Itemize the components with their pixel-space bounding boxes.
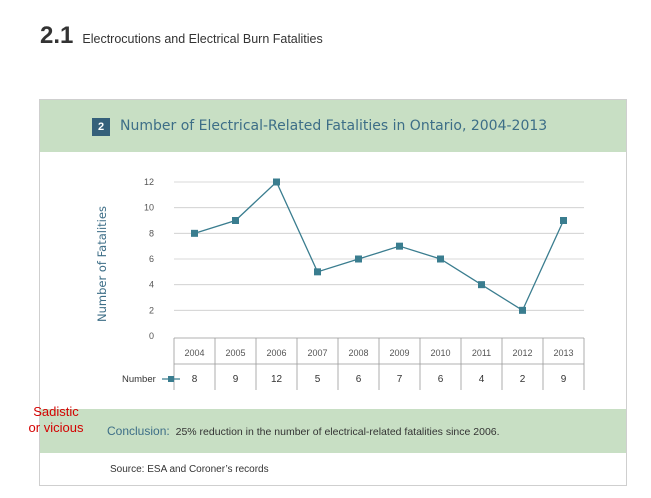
- x-category-label: 2013: [553, 348, 573, 358]
- y-axis-label: Number of Fatalities: [95, 206, 109, 322]
- data-point: [396, 242, 403, 250]
- x-category-label: 2004: [184, 348, 204, 358]
- y-tick-label: 0: [149, 331, 154, 341]
- table-value-label: 5: [315, 374, 321, 385]
- table-value-label: 8: [192, 374, 198, 385]
- data-point: [355, 255, 362, 263]
- figure-box: 2 Number of Electrical-Related Fatalitie…: [39, 99, 627, 486]
- y-tick-label: 4: [149, 280, 154, 290]
- x-category-label: 2012: [512, 348, 532, 358]
- data-point: [560, 217, 567, 224]
- conclusion-label: Conclusion:: [107, 424, 170, 438]
- annotation-line-2: or vicious: [28, 420, 84, 435]
- annotation-label: Sadistic or vicious: [16, 404, 96, 436]
- y-tick-label: 10: [144, 203, 154, 213]
- x-category-label: 2010: [430, 348, 450, 358]
- data-point: [273, 178, 280, 186]
- data-point: [519, 306, 526, 314]
- y-tick-label: 2: [149, 305, 154, 315]
- table-value-label: 9: [561, 374, 567, 385]
- data-point: [437, 255, 444, 263]
- x-category-label: 2009: [389, 348, 409, 358]
- legend-marker: [168, 376, 174, 382]
- table-value-label: 7: [397, 374, 403, 385]
- y-tick-label: 12: [144, 177, 154, 187]
- figure-title: Number of Electrical-Related Fatalities …: [120, 118, 548, 134]
- x-category-label: 2007: [307, 348, 327, 358]
- annotation-line-1: Sadistic: [33, 404, 79, 419]
- section-title: Electrocutions and Electrical Burn Fatal…: [82, 32, 323, 46]
- data-point: [191, 229, 198, 237]
- x-category-label: 2006: [266, 348, 286, 358]
- conclusion: Conclusion: 25% reduction in the number …: [107, 424, 500, 438]
- data-point: [314, 268, 321, 276]
- conclusion-text: 25% reduction in the number of electrica…: [175, 426, 500, 438]
- figure-header: 2 Number of Electrical-Related Fatalitie…: [40, 100, 626, 152]
- line-chart: 0 2 4 6 8 10 12 Number of Fatalities 2004 8 2005 9 2…: [95, 177, 585, 390]
- series-line: [194, 180, 565, 312]
- series-name-label: Number: [122, 374, 156, 385]
- source-note: Source: ESA and Coroner’s records: [110, 464, 269, 475]
- table-value-label: 9: [233, 374, 239, 385]
- table-value-label: 6: [356, 374, 362, 385]
- x-category-label: 2008: [348, 348, 368, 358]
- y-tick-label: 6: [149, 254, 154, 264]
- data-point: [232, 217, 239, 224]
- table-value-label: 2: [520, 374, 526, 385]
- data-point: [478, 281, 485, 289]
- section-heading: 2.1 Electrocutions and Electrical Burn F…: [40, 22, 323, 50]
- x-category-label: 2005: [225, 348, 245, 358]
- x-category-label: 2011: [472, 348, 491, 358]
- y-tick-label: 8: [149, 228, 154, 238]
- table-value-label: 6: [438, 374, 444, 385]
- table-value-label: 12: [271, 374, 283, 385]
- section-number: 2.1: [40, 22, 74, 49]
- conclusion-band: Conclusion: 25% reduction in the number …: [40, 409, 626, 453]
- table-value-label: 4: [479, 374, 485, 385]
- figure-number-badge: 2: [92, 118, 110, 136]
